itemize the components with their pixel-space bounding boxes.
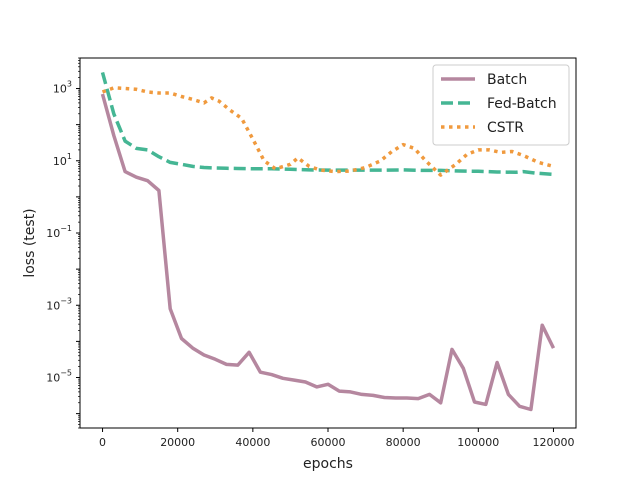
legend-frame [432,64,570,146]
series-layer [100,71,556,412]
x-tick-label: 0 [99,436,106,449]
y-tick-label: 103 [53,80,72,96]
legend-label-batch: Batch [487,72,527,88]
x-tick-label: 120000 [532,436,574,449]
legend-label-fed-batch: Fed-Batch [487,96,557,112]
x-tick-label: 40000 [235,436,270,449]
series-line-batch [100,93,556,412]
y-tick-label: 10−1 [46,224,72,240]
y-axis: 10−5 10−3 10−1 101 103 [46,57,80,429]
y-axis-label: loss (test) [22,208,38,277]
legend: Batch Fed-Batch CSTR [432,64,570,146]
x-axis-label: epochs [303,456,353,472]
y-tick-label: 10−3 [46,296,72,312]
series-line-cstr [101,86,554,177]
x-tick-label: 60000 [311,436,346,449]
y-tick-label: 10−5 [46,369,72,385]
x-tick-label: 100000 [457,436,499,449]
series-line-fed-batch [100,71,554,177]
x-tick-label: 20000 [160,436,195,449]
legend-label-cstr: CSTR [487,120,524,136]
x-tick-label: 80000 [386,436,421,449]
y-tick-label: 101 [53,152,72,168]
x-axis: 0 20000 40000 60000 80000 100000 120000 [99,428,574,449]
